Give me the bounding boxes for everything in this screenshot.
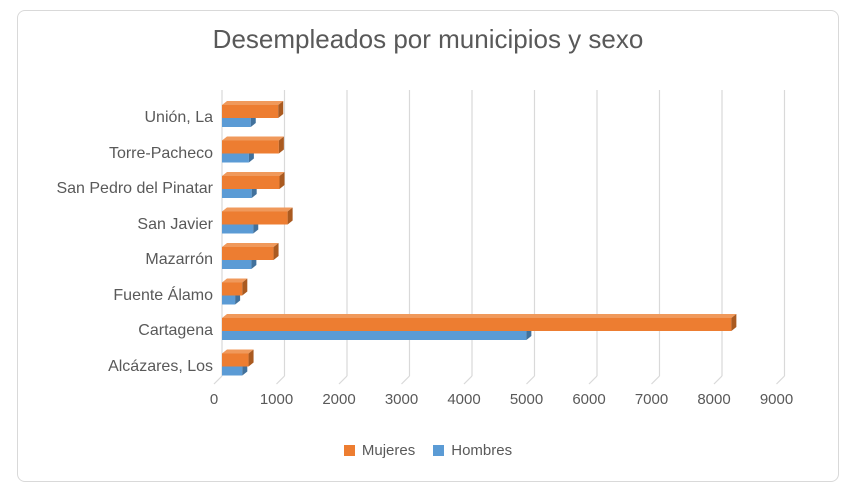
bar-mujeres-top-san-javier xyxy=(222,207,293,212)
category-label-cartagena: Cartagena xyxy=(138,322,213,339)
legend-item-mujeres: Mujeres xyxy=(343,441,416,459)
bar-mujeres-cap-fuente-lamo xyxy=(242,278,248,296)
bar-mujeres-top-san-pedro-del-pinatar xyxy=(222,172,285,176)
x-axis-tick-label: 6000 xyxy=(572,391,606,408)
bar-mujeres-cap-uni-n-la xyxy=(278,101,284,118)
gridline-kink xyxy=(713,375,723,385)
bar-mujeres-cap-alc-zares-los xyxy=(248,349,254,367)
bar-hombres-cartagena xyxy=(222,331,527,340)
gridline-kink xyxy=(776,375,785,385)
x-axis-tick-label: 1000 xyxy=(259,391,294,408)
bar-mujeres-cap-san-javier xyxy=(287,207,293,225)
bar-hombres-mazarr-n xyxy=(222,260,252,269)
gridline-kink xyxy=(651,375,660,385)
bar-mujeres-alc-zares-los xyxy=(222,353,249,367)
x-axis-tick-label: 8000 xyxy=(697,391,731,408)
category-label-alc-zares-los: Alcázares, Los xyxy=(108,357,213,375)
gridline-kink xyxy=(401,375,410,385)
bar-mujeres-top-fuente-lamo xyxy=(222,278,248,283)
bar-hombres-san-pedro-del-pinatar xyxy=(222,189,252,198)
bar-mujeres-top-torre-pacheco xyxy=(222,136,284,141)
x-axis-tick-label: 9000 xyxy=(759,391,794,408)
bar-mujeres-san-pedro-del-pinatar xyxy=(222,176,280,189)
legend-label-mujeres: Mujeres xyxy=(361,441,416,459)
category-label-torre-pacheco: Torre-Pacheco xyxy=(108,144,213,162)
bar-hombres-san-javier xyxy=(222,224,254,234)
bar-mujeres-cap-mazarr-n xyxy=(273,243,279,260)
bar-mujeres-mazarr-n xyxy=(222,247,274,260)
x-axis-tick-label: 0 xyxy=(209,391,219,408)
bar-mujeres-top-alc-zares-los xyxy=(222,349,254,354)
category-label-uni-n-la: Unión, La xyxy=(144,109,214,126)
bar-mujeres-fuente-lamo xyxy=(222,282,243,296)
gridline-kink xyxy=(213,375,223,385)
bar-hombres-uni-n-la xyxy=(222,118,251,127)
legend-label-hombres: Hombres xyxy=(451,441,513,459)
bar-mujeres-uni-n-la xyxy=(222,105,279,118)
x-axis-tick-label: 5000 xyxy=(509,391,544,408)
legend: Mujeres Hombres xyxy=(17,441,839,459)
legend-item-hombres: Hombres xyxy=(433,442,512,459)
category-label-fuente-lamo: Fuente Álamo xyxy=(113,286,213,304)
bar-hombres-torre-pacheco xyxy=(222,153,249,163)
bar-mujeres-top-uni-n-la xyxy=(222,101,284,105)
legend-swatch-hombres xyxy=(433,444,445,456)
x-axis-tick-label: 7000 xyxy=(634,391,669,408)
gridline-kink xyxy=(338,375,348,385)
category-label-san-javier: San Javier xyxy=(137,215,213,233)
gridline-kink xyxy=(276,375,285,385)
bar-mujeres-cap-san-pedro-del-pinatar xyxy=(279,172,285,189)
bar-mujeres-top-mazarr-n xyxy=(222,243,279,247)
gridline-kink xyxy=(588,375,598,385)
bar-mujeres-top-cartagena xyxy=(222,314,737,318)
x-axis-tick-label: 2000 xyxy=(322,391,356,408)
category-label-mazarr-n: Mazarrón xyxy=(145,251,213,268)
gridline-kink xyxy=(463,375,473,385)
bar-mujeres-san-javier xyxy=(222,211,288,225)
bar-hombres-fuente-lamo xyxy=(222,295,236,305)
bar-mujeres-cartagena xyxy=(222,318,732,331)
chart-frame xyxy=(17,10,839,482)
bar-mujeres-cap-torre-pacheco xyxy=(278,136,284,154)
x-axis-tick-label: 3000 xyxy=(384,391,419,408)
bar-hombres-alc-zares-los xyxy=(222,366,243,376)
bar-mujeres-cap-cartagena xyxy=(731,314,737,331)
gridline-kink xyxy=(526,375,535,385)
x-axis-tick-label: 4000 xyxy=(447,391,481,408)
bar-mujeres-torre-pacheco xyxy=(222,140,279,154)
category-label-san-pedro-del-pinatar: San Pedro del Pinatar xyxy=(56,180,213,197)
legend-swatch-mujeres xyxy=(343,444,355,456)
chart-title: Desempleados por municipios y sexo xyxy=(212,24,644,54)
